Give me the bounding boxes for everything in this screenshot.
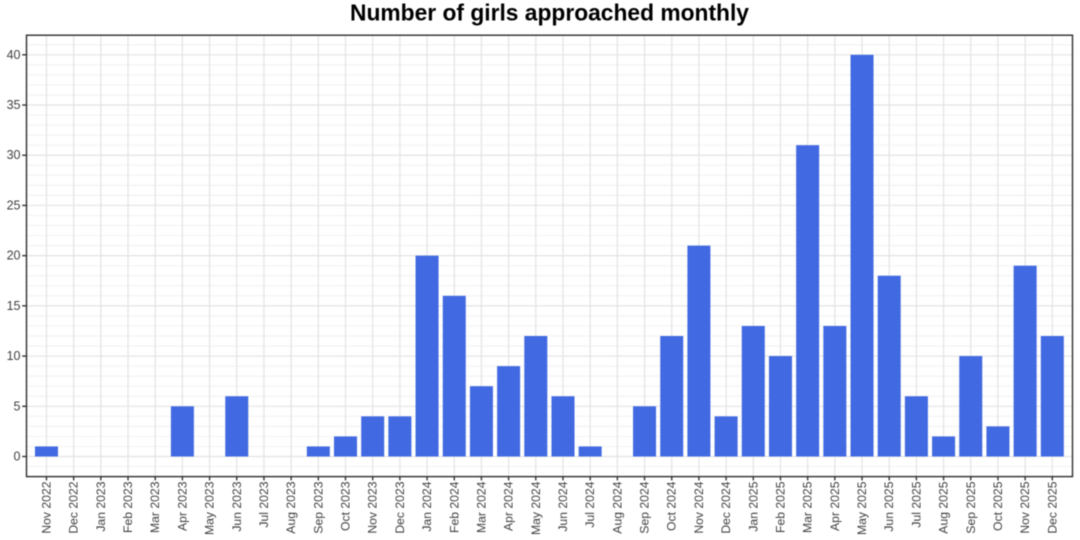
svg-text:Apr 2023: Apr 2023: [175, 481, 189, 531]
svg-text:Dec 2023: Dec 2023: [393, 481, 407, 533]
svg-text:Sep 2023: Sep 2023: [311, 481, 325, 533]
svg-text:Jul 2023: Jul 2023: [257, 481, 271, 527]
svg-text:25: 25: [7, 198, 21, 212]
svg-text:Aug 2024: Aug 2024: [610, 481, 624, 533]
svg-text:Mar 2023: Mar 2023: [148, 481, 162, 533]
svg-text:5: 5: [14, 399, 21, 413]
svg-text:Jul 2024: Jul 2024: [583, 481, 597, 527]
svg-text:30: 30: [7, 148, 21, 162]
svg-text:Dec 2025: Dec 2025: [1045, 481, 1059, 533]
svg-text:Dec 2022: Dec 2022: [67, 481, 81, 533]
svg-text:Number of girls approached mon: Number of girls approached monthly: [350, 0, 749, 26]
svg-text:40: 40: [7, 48, 21, 62]
svg-text:Aug 2025: Aug 2025: [937, 481, 951, 533]
svg-text:Nov 2023: Nov 2023: [366, 481, 380, 533]
svg-text:Jan 2025: Jan 2025: [746, 481, 760, 531]
svg-text:10: 10: [7, 349, 21, 363]
svg-text:Sep 2025: Sep 2025: [964, 481, 978, 533]
svg-text:Oct 2023: Oct 2023: [339, 481, 353, 531]
svg-text:Feb 2025: Feb 2025: [773, 481, 787, 533]
svg-text:Feb 2023: Feb 2023: [121, 481, 135, 533]
svg-text:Jun 2023: Jun 2023: [230, 481, 244, 531]
svg-text:May 2025: May 2025: [855, 481, 869, 535]
svg-text:Nov 2024: Nov 2024: [692, 481, 706, 533]
svg-text:Mar 2025: Mar 2025: [801, 481, 815, 533]
svg-text:0: 0: [14, 450, 21, 464]
svg-text:Aug 2023: Aug 2023: [284, 481, 298, 533]
svg-text:Sep 2024: Sep 2024: [638, 481, 652, 533]
svg-text:Mar 2024: Mar 2024: [474, 481, 488, 533]
svg-text:Nov 2022: Nov 2022: [39, 481, 53, 533]
svg-text:Apr 2025: Apr 2025: [828, 481, 842, 531]
svg-text:Apr 2024: Apr 2024: [502, 481, 516, 531]
svg-text:Jun 2024: Jun 2024: [556, 481, 570, 531]
svg-text:Dec 2024: Dec 2024: [719, 481, 733, 533]
svg-text:May 2024: May 2024: [529, 481, 543, 535]
svg-text:Jan 2023: Jan 2023: [94, 481, 108, 531]
svg-text:May 2023: May 2023: [203, 481, 217, 535]
svg-text:15: 15: [7, 299, 21, 313]
svg-text:Jul 2025: Jul 2025: [909, 481, 923, 527]
svg-text:Oct 2025: Oct 2025: [991, 481, 1005, 531]
svg-text:Oct 2024: Oct 2024: [665, 481, 679, 531]
svg-text:Jan 2024: Jan 2024: [420, 481, 434, 531]
svg-text:Jun 2025: Jun 2025: [882, 481, 896, 531]
svg-text:Feb 2024: Feb 2024: [447, 481, 461, 533]
svg-text:35: 35: [7, 98, 21, 112]
svg-text:20: 20: [7, 249, 21, 263]
svg-text:Nov 2025: Nov 2025: [1018, 481, 1032, 533]
